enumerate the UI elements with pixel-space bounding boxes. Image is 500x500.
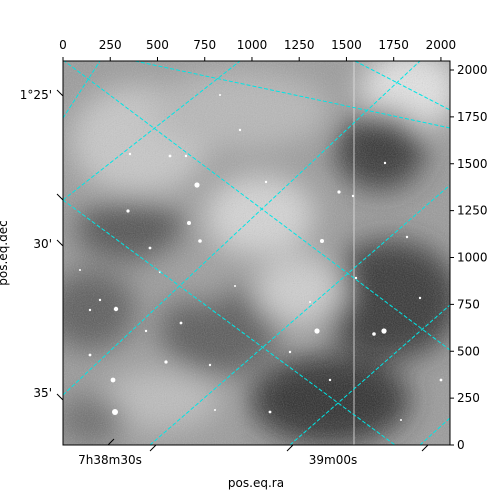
ra-tick-mark — [421, 444, 429, 452]
coordinate-grid — [63, 61, 450, 445]
grid-line — [63, 61, 241, 201]
dec-tick-label: 30' — [33, 237, 52, 251]
star-point — [288, 350, 292, 354]
ra-tick-mark — [149, 444, 157, 452]
star-field — [79, 94, 443, 421]
star-point — [168, 154, 172, 158]
sky-image — [63, 61, 450, 445]
star-point — [238, 128, 242, 132]
dec-tick-mark — [56, 89, 64, 97]
star-point — [372, 332, 376, 336]
y-tick-label: 2000 — [457, 63, 488, 77]
y-tick-label: 1250 — [457, 204, 488, 218]
star-point — [198, 239, 202, 243]
x-axis-label: pos.eq.ra — [228, 476, 284, 490]
dec-tick-label: 35' — [33, 386, 52, 400]
x-tick-label: 750 — [193, 38, 216, 52]
plot-frame — [62, 60, 451, 446]
star-point — [219, 94, 221, 96]
y-tick-label: 1000 — [457, 251, 488, 265]
grid-line — [63, 61, 421, 396]
star-point — [112, 409, 118, 415]
star-point — [264, 180, 268, 184]
star-point — [98, 298, 102, 302]
y-tick-label: 0 — [457, 438, 465, 452]
ra-tick-label: 39m00s — [309, 453, 357, 467]
star-point — [328, 378, 332, 382]
star-point — [113, 306, 119, 312]
ra-tick-mark — [107, 438, 115, 446]
star-point — [110, 377, 116, 383]
star-point — [88, 353, 92, 357]
star-point — [187, 221, 191, 225]
x-tick-label: 1000 — [237, 38, 268, 52]
grid-line — [289, 304, 450, 445]
x-tick-label: 1250 — [284, 38, 315, 52]
star-point — [439, 378, 443, 382]
grid-line — [149, 184, 450, 445]
dec-axis: 1°25' 30' 35' — [20, 88, 64, 401]
grid-line — [63, 199, 396, 445]
star-point — [144, 329, 148, 333]
y-tick-label: 250 — [457, 391, 480, 405]
star-point — [383, 161, 387, 165]
star-point — [214, 409, 216, 411]
star-point — [88, 308, 92, 312]
star-point — [234, 285, 236, 287]
x-tick-label: 250 — [99, 38, 122, 52]
y-tick-label: 750 — [457, 297, 480, 311]
pixel-x-axis: 0 250 500 750 1000 1250 1500 1750 2000 — [59, 38, 456, 61]
star-point — [337, 190, 341, 194]
star-point — [418, 296, 422, 300]
star-point — [126, 209, 130, 213]
x-tick-label: 0 — [59, 38, 67, 52]
grid-line — [63, 61, 450, 351]
star-point — [351, 194, 355, 198]
star-point — [268, 410, 272, 414]
dec-tick-mark — [56, 193, 64, 201]
dec-tick-label: 1°25' — [20, 88, 52, 102]
grid-line — [63, 61, 101, 119]
star-point — [381, 328, 387, 334]
star-point — [309, 301, 311, 303]
star-point — [400, 419, 402, 421]
ra-axis: 7h38m30s 39m00s — [78, 438, 429, 467]
grid-line — [419, 417, 450, 445]
y-axis-label: pos.eq.dec — [0, 220, 10, 285]
y-tick-label: 1750 — [457, 110, 488, 124]
x-tick-label: 2000 — [426, 38, 457, 52]
star-point — [314, 328, 320, 334]
pixel-y-axis: 0 250 500 750 1000 1250 1500 1750 2000 — [450, 63, 488, 452]
x-tick-label: 1750 — [378, 38, 409, 52]
star-point — [184, 154, 188, 158]
y-tick-label: 500 — [457, 344, 480, 358]
star-point — [179, 321, 183, 325]
star-point — [164, 360, 168, 364]
star-point — [79, 269, 81, 271]
dec-tick-mark — [56, 239, 64, 247]
star-point — [128, 152, 132, 156]
x-tick-label: 1500 — [331, 38, 362, 52]
star-point — [194, 182, 200, 188]
star-point — [148, 246, 152, 250]
x-tick-label: 500 — [146, 38, 169, 52]
y-tick-label: 1500 — [457, 157, 488, 171]
ra-tick-label: 7h38m30s — [78, 453, 142, 467]
star-point — [405, 235, 409, 239]
dec-tick-mark — [56, 393, 64, 401]
star-point — [208, 363, 212, 367]
ra-tick-mark — [286, 444, 294, 452]
star-point — [354, 276, 358, 280]
star-point — [320, 239, 324, 243]
